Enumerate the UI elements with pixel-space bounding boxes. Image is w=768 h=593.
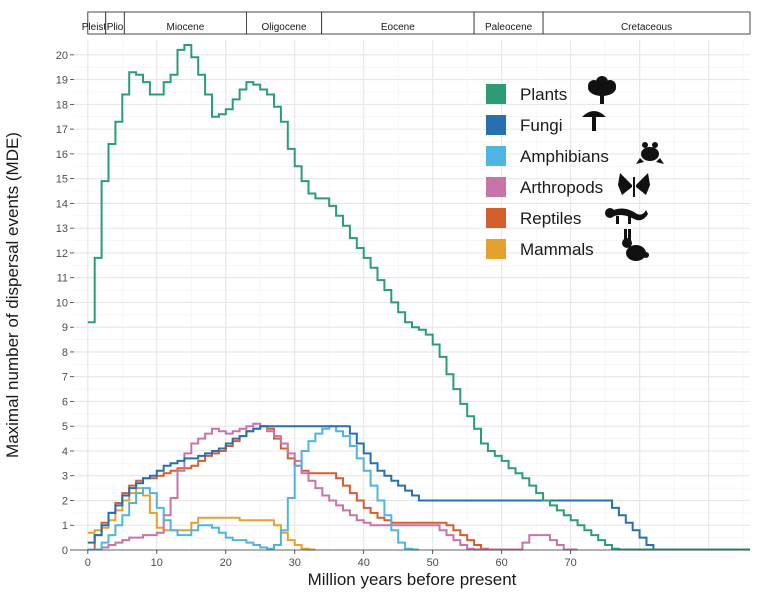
series-line-plants [87, 44, 750, 551]
epoch-box [542, 11, 751, 35]
y-tick-label: 9 [62, 322, 68, 334]
x-axis-title: Million years before present [308, 570, 517, 589]
x-tick-label: 10 [151, 557, 163, 569]
series-line-reptiles [87, 425, 495, 551]
legend-swatch-reptiles [486, 208, 506, 228]
legend-swatch-mammals [486, 239, 506, 259]
x-tick-label: 0 [85, 557, 91, 569]
data-series [87, 44, 750, 551]
y-tick-label: 11 [57, 273, 68, 285]
epoch-label: Plio [107, 22, 124, 33]
legend-label-amphibians: Amphibians [520, 147, 609, 166]
epoch-label: Cretaceous [621, 22, 672, 33]
epoch-label: Paleocene [485, 22, 533, 33]
x-tick-label: 50 [427, 557, 439, 569]
y-tick-label: 2 [62, 495, 68, 507]
x-tick-label: 60 [496, 557, 508, 569]
lizard-icon [605, 208, 648, 224]
x-tick-label: 70 [565, 557, 577, 569]
y-axis-title: Maximal number of dispersal events (MDE) [3, 132, 22, 458]
legend-label-mammals: Mammals [520, 240, 594, 259]
epoch-label: Miocene [166, 22, 204, 33]
epoch-label: Oligocene [262, 22, 307, 33]
y-tick-label: 20 [56, 50, 68, 62]
y-tick-label: 4 [62, 446, 68, 458]
legend-label-reptiles: Reptiles [520, 209, 581, 228]
x-tick-label: 30 [289, 557, 301, 569]
legend-swatch-amphibians [486, 146, 506, 166]
legend: Plants Fungi Amphibians Arthropods Reptiles M… [486, 76, 664, 261]
y-tick-label: 18 [56, 99, 68, 111]
y-tick-label: 8 [62, 347, 68, 359]
y-tick-label: 10 [56, 297, 68, 309]
x-tick-label: 20 [220, 557, 232, 569]
series-line-mammals [87, 487, 316, 551]
y-tick-label: 12 [56, 248, 68, 260]
y-tick-label: 14 [56, 198, 68, 210]
legend-label-arthropods: Arthropods [520, 178, 603, 197]
y-tick-label: 6 [62, 396, 68, 408]
rabbit-icon [622, 229, 649, 261]
y-tick-label: 1 [62, 520, 68, 532]
legend-label-plants: Plants [520, 85, 567, 104]
series-line-arthropods [87, 422, 578, 551]
mushroom-icon [582, 111, 606, 131]
y-tick-label: 19 [56, 75, 68, 87]
epoch-label: Eocene [381, 22, 415, 33]
epoch-label: Pleisto [82, 22, 112, 33]
y-tick-label: 17 [56, 124, 68, 136]
x-tick-label: 40 [358, 557, 370, 569]
y-tick-label: 7 [62, 372, 68, 384]
legend-label-fungi: Fungi [520, 116, 563, 135]
y-tick-label: 16 [56, 149, 68, 161]
y-tick-label: 0 [62, 545, 68, 557]
frog-icon [636, 142, 664, 164]
series-line-amphibians [87, 425, 419, 551]
y-tick-label: 15 [56, 174, 68, 186]
legend-swatch-fungi [486, 115, 506, 135]
tree-icon [588, 76, 616, 104]
plot-panel-background [74, 40, 750, 550]
y-tick-label: 5 [62, 421, 68, 433]
series-line-fungi [87, 425, 681, 551]
y-tick-label: 3 [62, 471, 68, 483]
grid-lines [74, 40, 750, 551]
legend-swatch-arthropods [486, 177, 506, 197]
butterfly-icon [618, 173, 650, 197]
legend-swatch-plants [486, 84, 506, 104]
y-tick-label: 13 [56, 223, 68, 235]
